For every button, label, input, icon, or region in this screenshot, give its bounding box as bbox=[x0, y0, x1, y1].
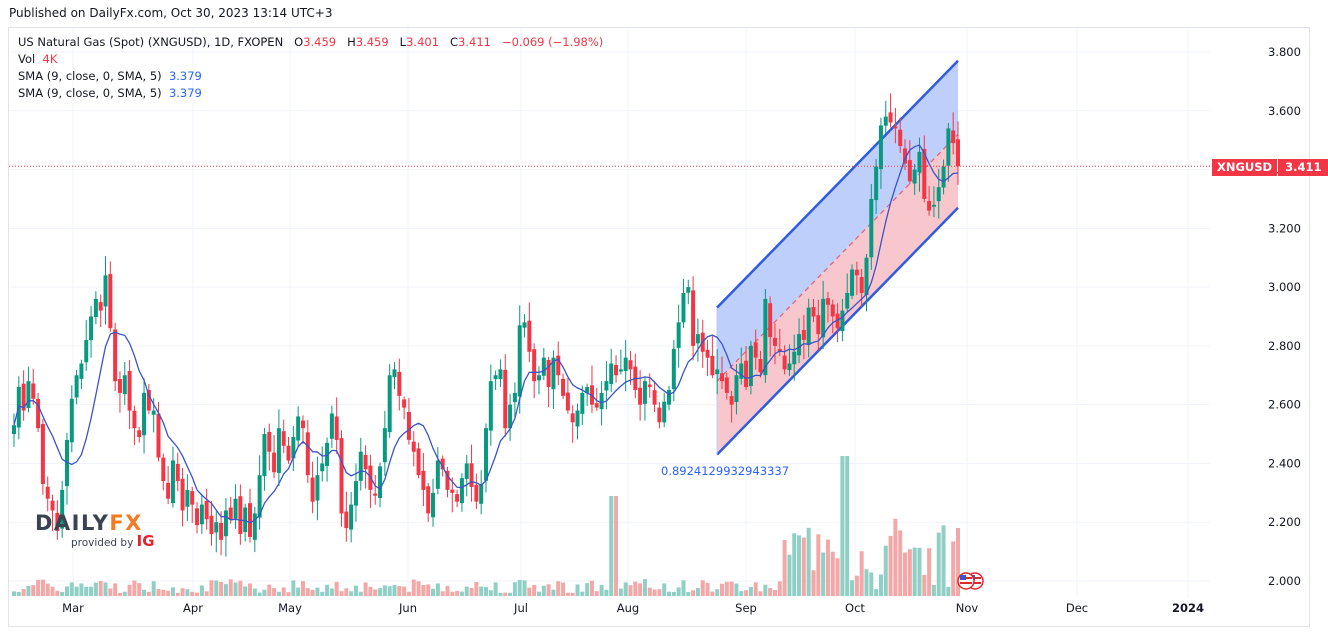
symbol-title[interactable]: US Natural Gas (Spot) (XNGUSD), 1D, FXOP… bbox=[18, 35, 284, 49]
price-axis[interactable]: 3.8003.6003.4003.2003.0002.8002.6002.400… bbox=[1268, 45, 1301, 588]
time-tick: Apr bbox=[183, 601, 203, 615]
close-label: C bbox=[450, 35, 459, 49]
time-tick: Jul bbox=[513, 601, 528, 615]
us-flag-event-icon[interactable] bbox=[957, 572, 984, 590]
high-value: 3.459 bbox=[355, 35, 389, 49]
time-axis[interactable]: Mar Apr May Jun Jul Aug Sep Oct Nov Dec 2024 bbox=[62, 601, 1204, 615]
time-tick: Sep bbox=[735, 601, 757, 615]
legend-symbol-row: US Natural Gas (Spot) (XNGUSD), 1D, FXOP… bbox=[18, 34, 603, 51]
legend-sma-row-2[interactable]: SMA (9, close, 0, SMA, 5) 3.379 bbox=[18, 85, 603, 102]
price-tick: 3.200 bbox=[1268, 221, 1301, 235]
dailyfx-logo: DAILYFX provided by IG bbox=[35, 512, 155, 550]
chart-frame bbox=[8, 27, 1310, 627]
price-tick: 3.600 bbox=[1268, 104, 1301, 118]
regression-channel[interactable] bbox=[716, 59, 959, 456]
time-tick: Jun bbox=[398, 601, 417, 615]
time-tick: Mar bbox=[62, 601, 84, 615]
time-tick: May bbox=[278, 601, 302, 615]
price-tick: 3.800 bbox=[1268, 45, 1301, 59]
low-value: 3.401 bbox=[406, 35, 440, 49]
time-tick: Aug bbox=[617, 601, 639, 615]
change-value: −0.069 (−1.98%) bbox=[501, 35, 604, 49]
volume-value: 4K bbox=[42, 52, 58, 66]
volume-label: Vol bbox=[18, 52, 36, 66]
ig-logo: IG bbox=[136, 532, 155, 550]
logo-daily: DAILY bbox=[35, 511, 110, 535]
price-tag-value: 3.411 bbox=[1278, 159, 1328, 176]
open-label: O bbox=[294, 35, 304, 49]
time-tick: Dec bbox=[1066, 601, 1088, 615]
volume-bars bbox=[12, 456, 960, 596]
legend-volume-row[interactable]: Vol 4K bbox=[18, 51, 603, 68]
logo-fx: FX bbox=[109, 511, 143, 535]
open-value: 3.459 bbox=[303, 35, 337, 49]
regression-channel-label: 0.8924129932943337 bbox=[661, 464, 790, 478]
chart-legend: US Natural Gas (Spot) (XNGUSD), 1D, FXOP… bbox=[18, 34, 603, 102]
high-label: H bbox=[347, 35, 356, 49]
time-tick: Nov bbox=[956, 601, 979, 615]
published-caption: Published on DailyFx.com, Oct 30, 2023 1… bbox=[9, 6, 333, 20]
price-tick: 2.400 bbox=[1268, 456, 1301, 470]
logo-provided-by: provided by bbox=[71, 537, 134, 549]
last-price-tag: XNGUSD 3.411 bbox=[1212, 159, 1328, 176]
price-tick: 2.000 bbox=[1268, 574, 1301, 588]
price-tick: 3.000 bbox=[1268, 280, 1301, 294]
time-tick: Oct bbox=[845, 601, 865, 615]
sma-label: SMA (9, close, 0, SMA, 5) bbox=[18, 69, 162, 83]
price-tick: 2.800 bbox=[1268, 339, 1301, 353]
sma-label: SMA (9, close, 0, SMA, 5) bbox=[18, 86, 162, 100]
price-tag-symbol: XNGUSD bbox=[1212, 159, 1278, 176]
sma-line[interactable] bbox=[13, 144, 959, 524]
price-tick: 2.200 bbox=[1268, 515, 1301, 529]
legend-sma-row-1[interactable]: SMA (9, close, 0, SMA, 5) 3.379 bbox=[18, 68, 603, 85]
candles bbox=[12, 93, 960, 557]
sma-value: 3.379 bbox=[168, 86, 202, 100]
close-value: 3.411 bbox=[458, 35, 491, 49]
low-label: L bbox=[399, 35, 407, 49]
sma-value: 3.379 bbox=[168, 69, 202, 83]
price-tick: 2.600 bbox=[1268, 398, 1301, 412]
time-tick: 2024 bbox=[1172, 601, 1204, 615]
